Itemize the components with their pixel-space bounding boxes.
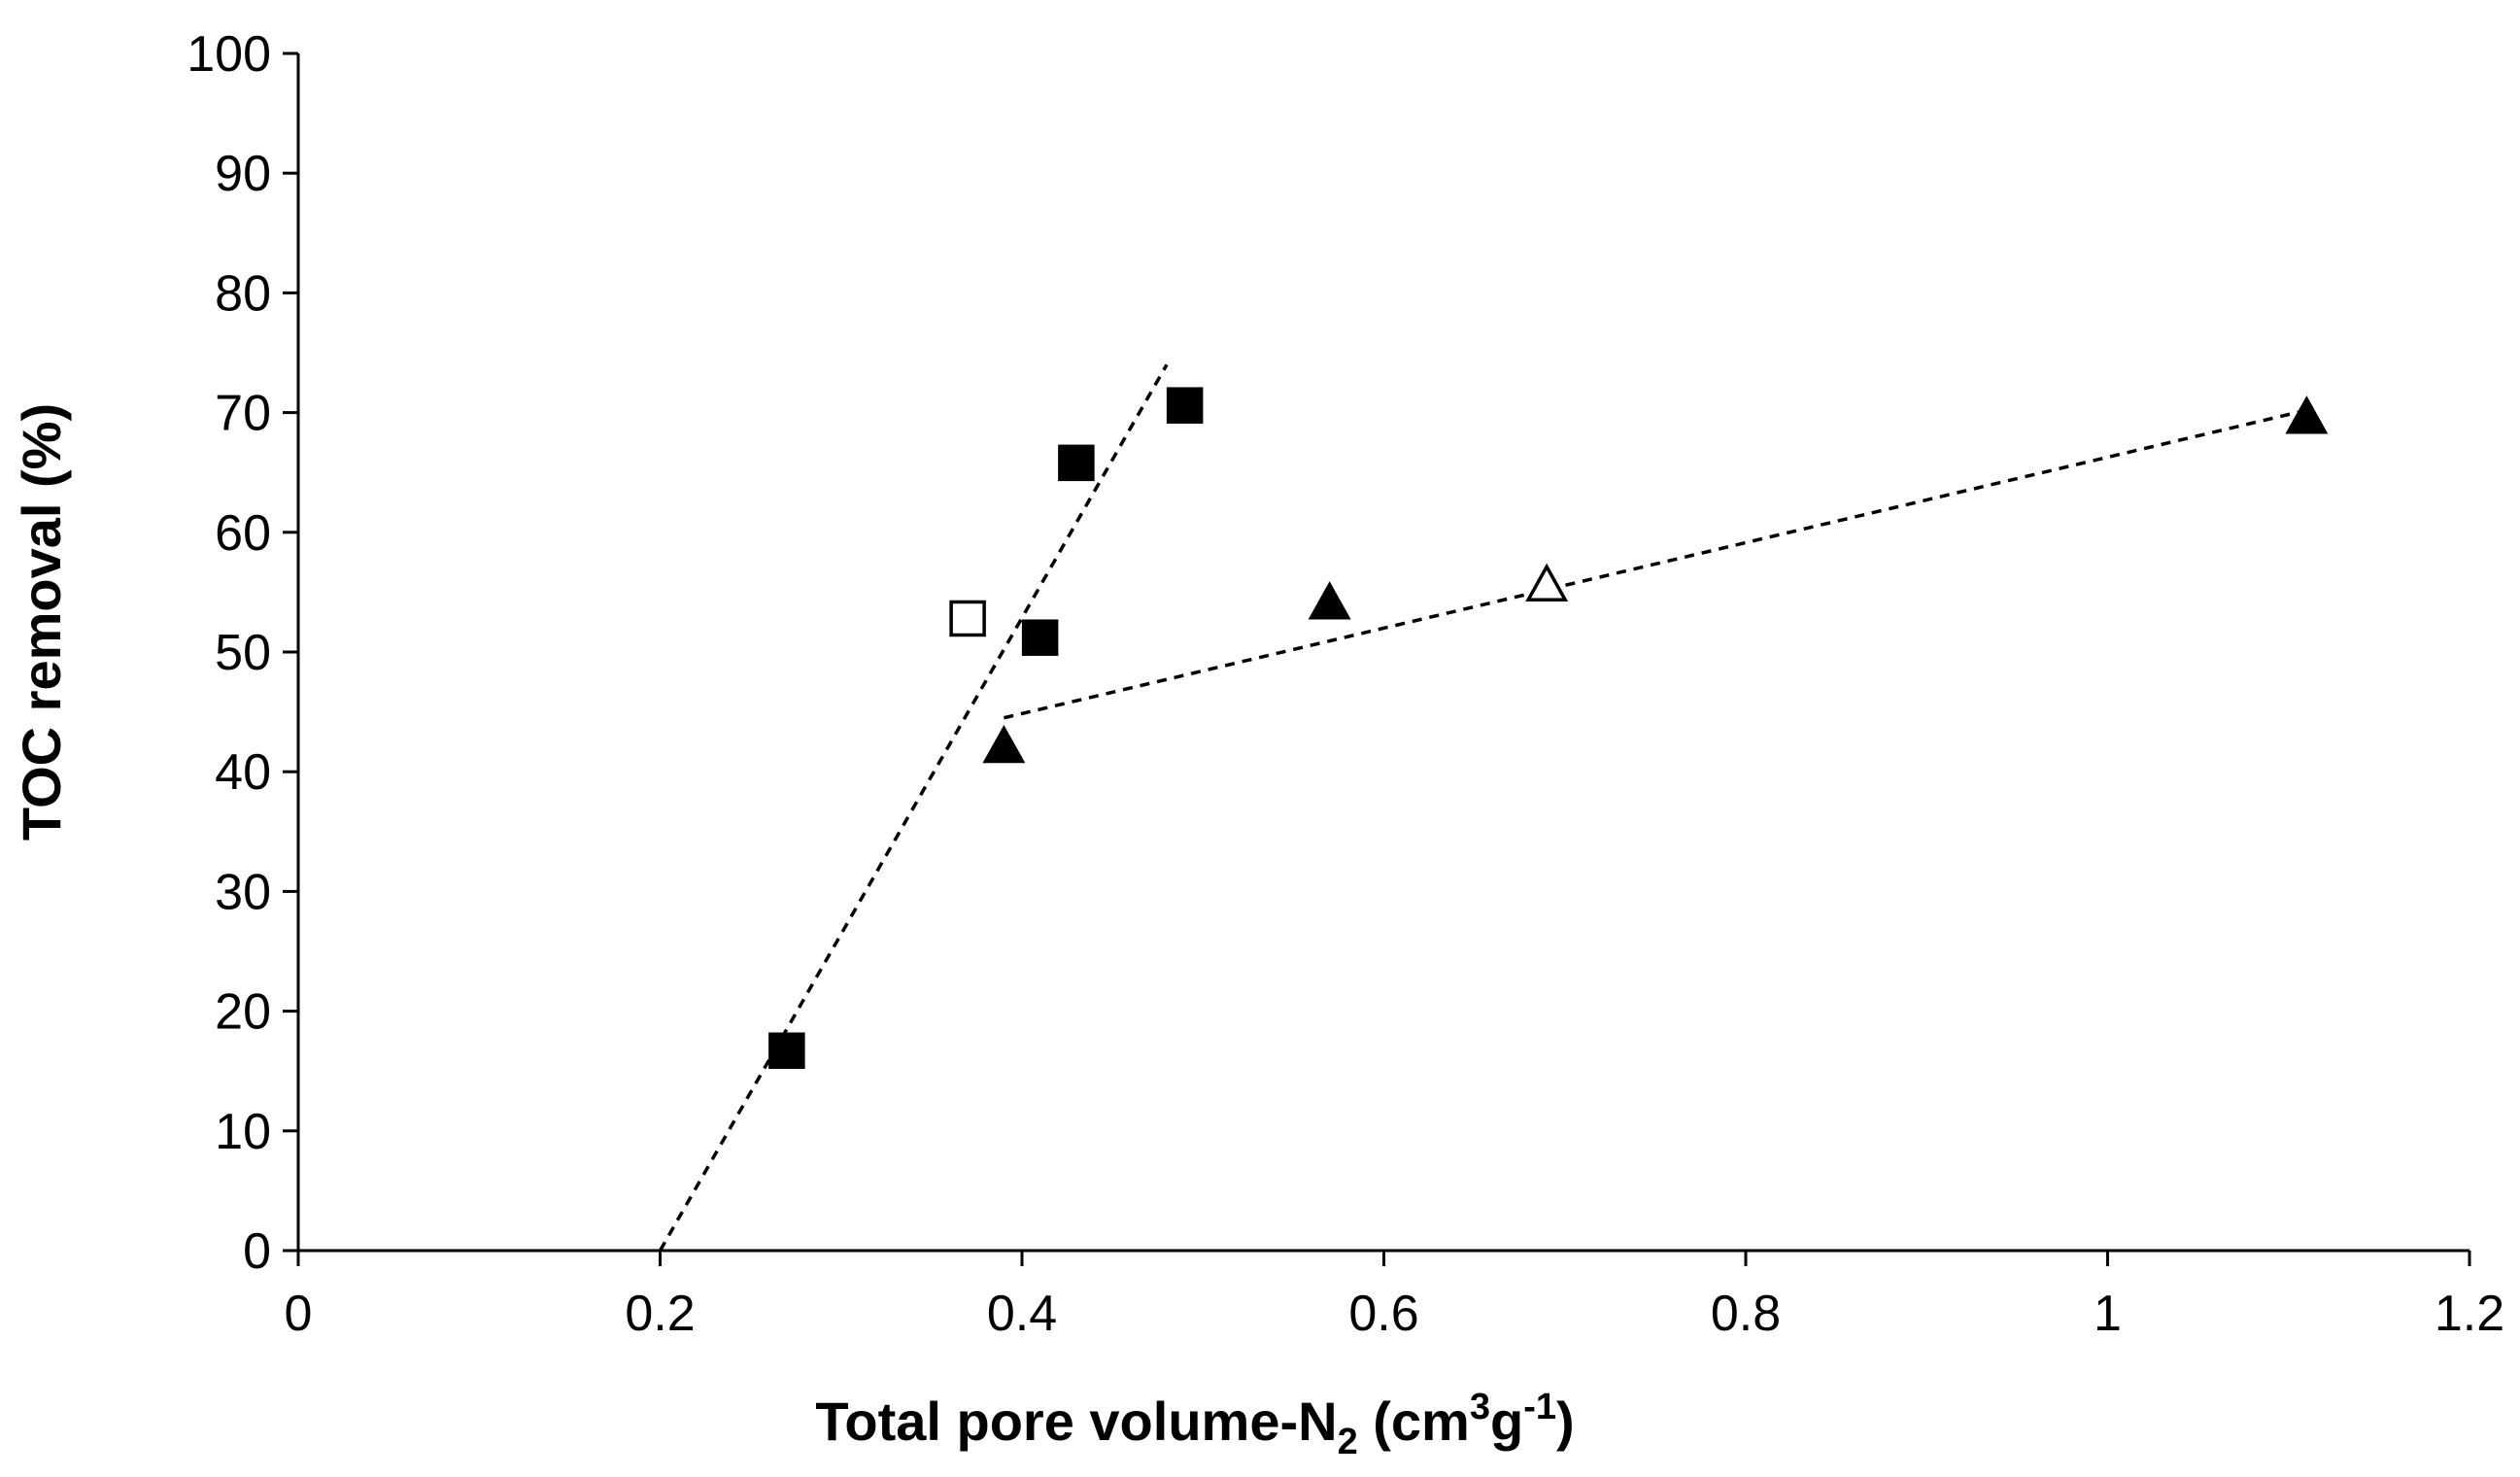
trendline: [1003, 408, 2307, 720]
x-tick-label: 0.2: [625, 1286, 695, 1342]
y-tick-label: 20: [215, 984, 271, 1041]
y-tick-label: 30: [215, 864, 271, 920]
x-axis-title-sup1: 3: [1470, 1387, 1490, 1427]
x-axis-title-main: Total pore volume-N: [815, 1391, 1337, 1452]
open-square-point: [949, 600, 986, 637]
y-tick-label: 90: [215, 146, 271, 202]
trendlines: [658, 363, 2307, 1252]
filled-square-point: [1166, 387, 1204, 424]
x-tick-label: 0.8: [1711, 1286, 1781, 1342]
x-axis-title: Total pore volume-N2 (cm3g-1): [815, 1387, 1574, 1462]
filled-triangle-point: [982, 724, 1026, 764]
filled-triangle-point: [2285, 395, 2329, 434]
trendline: [658, 363, 1169, 1252]
x-tick-label: 0.4: [987, 1286, 1057, 1342]
x-tick-label: 0: [285, 1286, 313, 1342]
y-tick-label: 50: [215, 625, 271, 681]
y-axis-title: TOC removal (%): [11, 403, 72, 841]
x-axis-title-unit-mid: g: [1490, 1391, 1523, 1452]
x-tick-label: 1.2: [2435, 1286, 2504, 1342]
open-triangle-point: [1525, 563, 1569, 601]
x-axis-title-subscript: 2: [1338, 1422, 1358, 1462]
x-tick-label: 1: [2094, 1286, 2122, 1342]
markers: [768, 387, 2329, 1070]
filled-square-point: [768, 1032, 805, 1070]
x-axis-title-sup2: -1: [1523, 1387, 1556, 1427]
y-tick-label: 70: [215, 386, 271, 442]
y-tick-label: 100: [187, 26, 271, 83]
y-tick-label: 60: [215, 505, 271, 562]
axes: [296, 53, 2469, 1253]
y-tick-label: 0: [243, 1223, 271, 1280]
filled-square-point: [1058, 444, 1095, 482]
y-tick-label: 10: [215, 1104, 271, 1160]
ticks: 0 10 20 30 40 50 60 70 80 90 100 0 0.2 0.4 0.6 0.8 1 1.2: [187, 26, 2504, 1342]
y-tick-label: 40: [215, 744, 271, 801]
filled-square-point: [1021, 619, 1059, 656]
y-tick-label: 80: [215, 265, 271, 322]
x-axis-title-unit-close: ): [1556, 1391, 1575, 1452]
x-axis-title-unit-open: (cm: [1358, 1391, 1470, 1452]
filled-triangle-point: [1308, 581, 1351, 620]
x-tick-label: 0.6: [1348, 1286, 1418, 1342]
